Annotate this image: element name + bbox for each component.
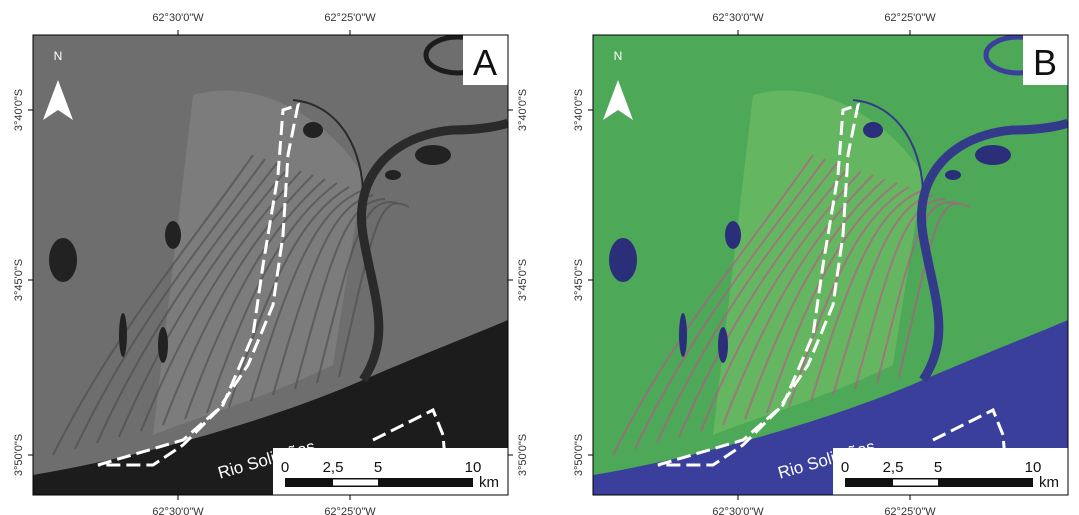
lat-label: 3°50'0"S — [13, 434, 25, 476]
scale-tick-label: 5 — [934, 459, 942, 476]
lat-label: 3°45'0"S — [573, 259, 585, 301]
lake — [945, 170, 961, 180]
lat-label: 3°40'0"S — [573, 89, 585, 131]
lake — [158, 327, 168, 363]
scale-tick-label: 0 — [281, 459, 289, 476]
scale-bar — [285, 478, 473, 487]
lon-label: 62°30'0"W — [712, 506, 764, 515]
lon-label: 62°25'0"W — [324, 506, 376, 515]
scale-tick-label: 2,5 — [883, 459, 904, 476]
lon-label: 62°30'0"W — [152, 506, 204, 515]
lake — [725, 221, 741, 249]
lon-label: 62°25'0"W — [884, 12, 936, 24]
north-label: N — [54, 49, 63, 63]
lake — [415, 145, 451, 165]
lake — [679, 313, 687, 357]
lake — [49, 238, 77, 282]
panel-label: A — [473, 42, 497, 83]
panel-label: B — [1033, 42, 1057, 83]
lat-label: 3°40'0"S — [13, 89, 25, 131]
scale-unit: km — [1039, 474, 1059, 491]
lake — [165, 221, 181, 249]
lake — [119, 313, 127, 357]
lake — [303, 122, 323, 138]
lat-label: 3°45'0"S — [13, 259, 25, 301]
lon-label: 62°30'0"W — [712, 12, 764, 24]
scale-bar — [845, 478, 1033, 487]
lat-label: 3°50'0"S — [573, 434, 585, 476]
scale-bar-segment — [893, 480, 938, 486]
scale-tick-label: 5 — [374, 459, 382, 476]
lake — [385, 170, 401, 180]
lat-label: 3°45'0"S — [517, 259, 529, 301]
north-label: N — [614, 49, 623, 63]
lat-label: 3°50'0"S — [517, 434, 529, 476]
lon-label: 62°30'0"W — [152, 12, 204, 24]
scale-unit: km — [479, 474, 499, 491]
scale-tick-label: 2,5 — [323, 459, 344, 476]
lake — [609, 238, 637, 282]
lake — [975, 145, 1011, 165]
scale-tick-label: 0 — [841, 459, 849, 476]
lat-label: 3°40'0"S — [517, 89, 529, 131]
map-image: Rio Solimões — [33, 35, 508, 495]
figure: Rio SolimõesNA02,5510km62°30'0"W62°25'0"… — [0, 0, 1079, 515]
map-image: Rio Solimões — [593, 35, 1068, 495]
scale-bar-segment — [333, 480, 378, 486]
lon-label: 62°25'0"W — [884, 506, 936, 515]
lake — [718, 327, 728, 363]
lake — [863, 122, 883, 138]
lon-label: 62°25'0"W — [324, 12, 376, 24]
